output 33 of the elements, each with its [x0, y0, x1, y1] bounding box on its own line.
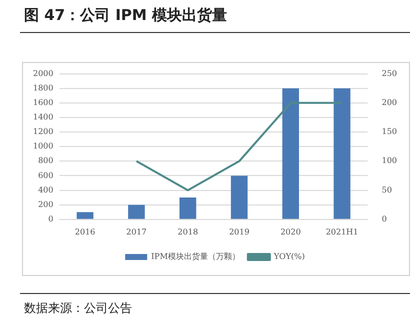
bar	[179, 198, 196, 219]
y-tick-label: 2000	[33, 68, 54, 78]
y-tick-label: 400	[38, 185, 54, 194]
y2-tick-label: 250	[382, 68, 398, 78]
bar	[282, 88, 299, 219]
x-tick-label: 2020	[280, 227, 301, 236]
y-tick-label: 1200	[33, 127, 54, 136]
y2-tick-label: 200	[382, 98, 398, 107]
y-tick-label: 200	[38, 200, 54, 209]
y-tick-label: 1000	[33, 142, 54, 151]
source-note: 数据来源：公司公告	[24, 300, 132, 317]
y2-tick-label: 150	[382, 127, 398, 136]
bar	[76, 212, 94, 219]
chart-title: 图 47：公司 IPM 模块出货量	[24, 6, 228, 25]
y-tick-label: 0	[48, 214, 54, 224]
y-tick-label: 1400	[33, 112, 54, 122]
y-tick-label: 1800	[33, 83, 54, 92]
legend-label: IPM模块出货量（万颗）	[151, 252, 240, 262]
x-tick-label: 2017	[126, 227, 147, 236]
y2-tick-label: 50	[382, 185, 392, 194]
y-tick-label: 600	[38, 170, 54, 180]
x-tick-label: 2016	[74, 227, 96, 236]
y2-tick-label: 100	[382, 156, 398, 166]
bar	[334, 88, 350, 219]
y-tick-label: 1600	[33, 98, 54, 107]
legend-label: YOY(%)	[272, 252, 305, 262]
bar	[128, 204, 145, 219]
y-tick-label: 800	[38, 156, 54, 166]
bar	[230, 176, 248, 219]
x-tick-label: 2021H1	[326, 227, 358, 236]
x-tick-label: 2018	[178, 227, 198, 236]
y2-tick-label: 0	[382, 214, 387, 224]
x-tick-label: 2019	[229, 227, 250, 236]
